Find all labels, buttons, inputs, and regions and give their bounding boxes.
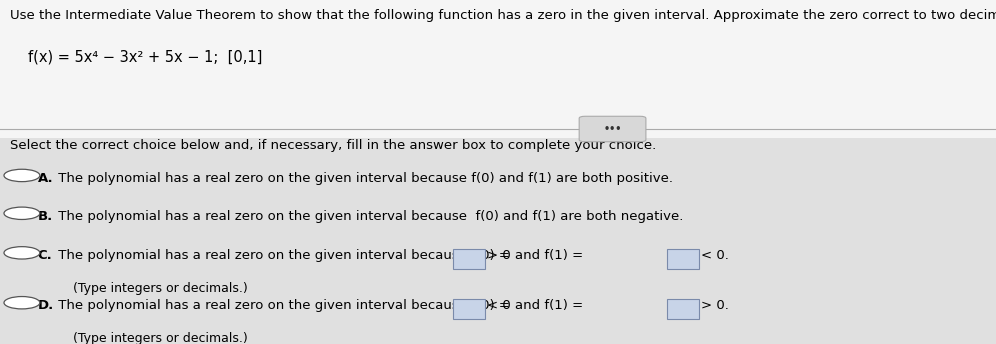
Text: < 0 and f(1) =: < 0 and f(1) = bbox=[487, 299, 584, 312]
Text: B.: B. bbox=[38, 210, 53, 223]
Text: The polynomial has a real zero on the given interval because f(0) =: The polynomial has a real zero on the gi… bbox=[54, 299, 510, 312]
Text: The polynomial has a real zero on the given interval because f(0) =: The polynomial has a real zero on the gi… bbox=[54, 249, 510, 262]
Text: (Type integers or decimals.): (Type integers or decimals.) bbox=[73, 282, 247, 295]
FancyBboxPatch shape bbox=[453, 299, 485, 319]
Text: < 0.: < 0. bbox=[701, 249, 729, 262]
Text: •••: ••• bbox=[604, 124, 622, 134]
FancyBboxPatch shape bbox=[0, 0, 996, 138]
Text: > 0 and f(1) =: > 0 and f(1) = bbox=[487, 249, 584, 262]
Circle shape bbox=[4, 169, 40, 182]
Text: C.: C. bbox=[38, 249, 53, 262]
Text: Use the Intermediate Value Theorem to show that the following function has a zer: Use the Intermediate Value Theorem to sh… bbox=[10, 9, 996, 22]
FancyBboxPatch shape bbox=[667, 299, 699, 319]
Text: The polynomial has a real zero on the given interval because  f(0) and f(1) are : The polynomial has a real zero on the gi… bbox=[54, 210, 683, 223]
Circle shape bbox=[4, 247, 40, 259]
Text: > 0.: > 0. bbox=[701, 299, 729, 312]
FancyBboxPatch shape bbox=[580, 116, 646, 142]
Text: D.: D. bbox=[38, 299, 54, 312]
Circle shape bbox=[4, 207, 40, 219]
Text: f(x) = 5x⁴ − 3x² + 5x − 1;  [0,1]: f(x) = 5x⁴ − 3x² + 5x − 1; [0,1] bbox=[28, 50, 262, 65]
Circle shape bbox=[4, 297, 40, 309]
Text: (Type integers or decimals.): (Type integers or decimals.) bbox=[73, 332, 247, 344]
FancyBboxPatch shape bbox=[667, 249, 699, 269]
FancyBboxPatch shape bbox=[453, 249, 485, 269]
Text: The polynomial has a real zero on the given interval because f(0) and f(1) are b: The polynomial has a real zero on the gi… bbox=[54, 172, 672, 185]
Text: A.: A. bbox=[38, 172, 54, 185]
FancyBboxPatch shape bbox=[0, 138, 996, 344]
Text: Select the correct choice below and, if necessary, fill in the answer box to com: Select the correct choice below and, if … bbox=[10, 139, 656, 152]
